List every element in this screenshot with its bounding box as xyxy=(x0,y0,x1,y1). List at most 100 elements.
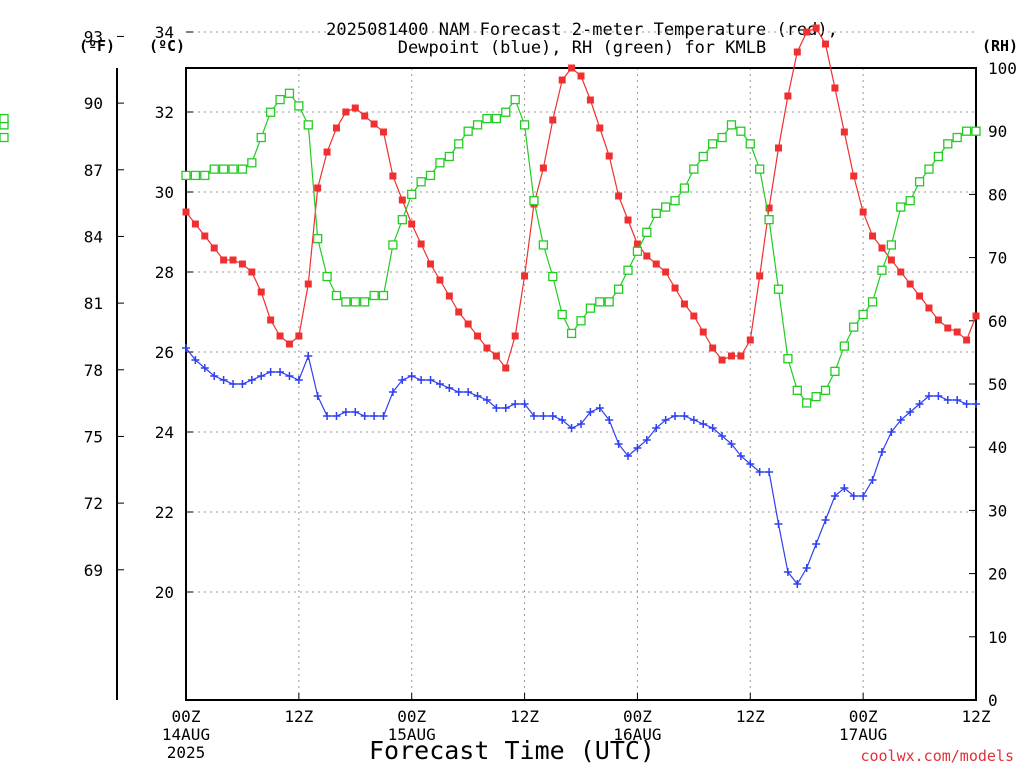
temperature-point xyxy=(934,316,942,324)
temperature-point xyxy=(436,276,444,284)
dewpoint-point xyxy=(746,460,755,468)
dewpoint-point xyxy=(812,540,821,548)
time-tick-label: 00Z xyxy=(849,707,878,726)
dewpoint-point xyxy=(341,408,350,416)
rh-tick-label: 50 xyxy=(988,375,1007,394)
temperature-point xyxy=(963,336,971,344)
temperature-point xyxy=(191,220,199,228)
rh-point xyxy=(397,215,407,225)
dewpoint-point xyxy=(464,388,473,396)
temperature-point xyxy=(605,152,613,160)
rh-point xyxy=(303,120,313,130)
temperature-point xyxy=(267,316,275,324)
rh-tick-label: 0 xyxy=(988,691,998,710)
rh-point xyxy=(623,265,633,275)
temperature-point xyxy=(699,328,707,336)
dewpoint-point xyxy=(454,388,463,396)
rh-point xyxy=(811,391,821,402)
rh-point xyxy=(181,170,191,181)
temperature-point xyxy=(257,288,265,296)
rh-point xyxy=(416,177,426,187)
rh-point xyxy=(604,297,614,307)
temperature-point xyxy=(690,312,698,320)
temperature-point xyxy=(474,332,482,340)
temperature-point xyxy=(944,324,952,332)
rh-point xyxy=(877,265,887,275)
fahrenheit-tick-label: 69 xyxy=(84,561,103,580)
rh-point xyxy=(369,290,379,301)
temperature-point xyxy=(389,172,397,180)
rh-point xyxy=(858,309,868,320)
dewpoint-point xyxy=(896,416,905,424)
rh-point xyxy=(209,164,219,174)
dewpoint-point xyxy=(868,476,877,484)
rh-point xyxy=(867,297,878,307)
rh-point xyxy=(886,240,897,250)
temperature-point xyxy=(643,252,651,260)
dewpoint-point xyxy=(407,372,416,380)
temperature-point xyxy=(285,340,293,348)
dewpoint-point xyxy=(501,404,510,412)
celsius-tick-label: 26 xyxy=(155,343,174,362)
time-tick-label: 00Z xyxy=(172,707,201,726)
fahrenheit-tick-label: 81 xyxy=(84,294,103,313)
temperature-point xyxy=(248,268,256,276)
temperature-point xyxy=(464,320,472,328)
temperature-point xyxy=(558,76,566,84)
rh-point xyxy=(717,132,727,143)
temperature-point xyxy=(652,260,660,268)
fahrenheit-tick-label: 87 xyxy=(84,161,103,180)
dewpoint-point xyxy=(915,400,924,408)
dewpoint-point xyxy=(595,404,604,412)
temperature-point xyxy=(916,292,924,300)
rh-tick-label: 10 xyxy=(988,628,1007,647)
rh-point xyxy=(454,139,464,149)
temperature-point xyxy=(229,256,237,264)
rh-point xyxy=(256,132,266,143)
dewpoint-point xyxy=(924,392,933,400)
rh-point xyxy=(350,297,360,307)
time-tick-label: 12Z xyxy=(736,707,765,726)
temperature-point xyxy=(408,220,416,228)
dewpoint-point xyxy=(774,520,783,528)
dewpoint-point xyxy=(426,376,435,384)
rh-point xyxy=(632,246,643,256)
temperature-point xyxy=(897,268,905,276)
temperature-point xyxy=(793,48,801,56)
rh-point xyxy=(519,120,530,130)
temperature-point xyxy=(370,120,378,128)
dewpoint-point xyxy=(266,368,275,376)
dewpoint-point xyxy=(605,416,614,424)
rh-point xyxy=(529,196,539,206)
temperature-point xyxy=(295,332,303,340)
rh-point xyxy=(482,113,492,124)
temperature-point xyxy=(361,112,369,120)
temperature-point xyxy=(784,92,792,100)
dewpoint-point xyxy=(849,492,858,500)
temperature-point xyxy=(577,72,585,80)
rh-point xyxy=(585,303,596,313)
dewpoint-point xyxy=(859,492,868,500)
dewpoint-point xyxy=(238,380,247,388)
fahrenheit-tick-label: 90 xyxy=(84,94,103,113)
rh-point xyxy=(896,202,906,212)
rh-point xyxy=(792,385,802,395)
rh-point xyxy=(538,240,549,250)
temperature-point xyxy=(417,240,425,248)
temperature-point xyxy=(840,128,848,136)
rh-point xyxy=(566,328,577,339)
dewpoint-point xyxy=(304,352,313,360)
dewpoint-point xyxy=(313,392,322,400)
rh-point xyxy=(670,196,680,206)
fahrenheit-tick-label: 75 xyxy=(84,427,103,446)
rh-tick-label: 30 xyxy=(988,501,1007,520)
temperature-point xyxy=(746,336,754,344)
temperature-point xyxy=(483,344,491,352)
fahrenheit-tick-label: 78 xyxy=(84,361,103,380)
temperature-point xyxy=(455,308,463,316)
rh-point xyxy=(830,366,840,377)
rh-point xyxy=(914,177,925,187)
rh-point xyxy=(933,151,944,162)
dewpoint-point xyxy=(802,564,811,572)
rh-point xyxy=(472,120,483,130)
